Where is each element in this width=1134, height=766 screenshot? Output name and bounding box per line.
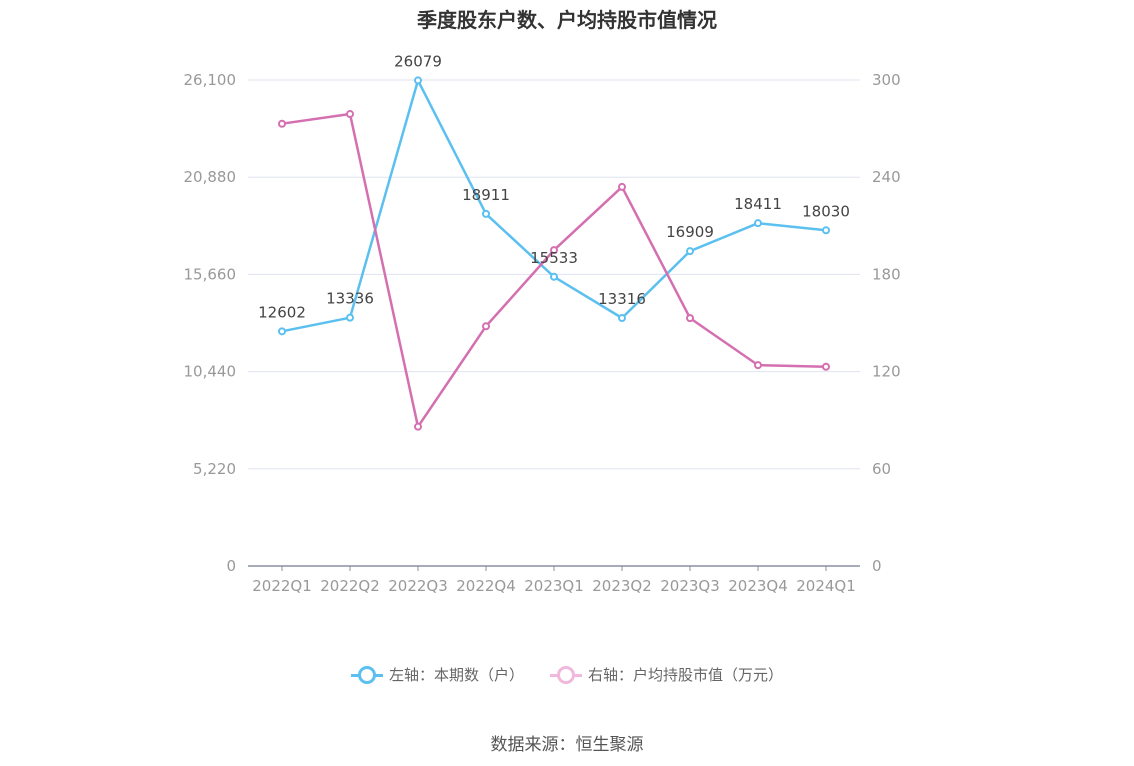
legend: 左轴：本期数（户） 右轴：户均持股市值（万元）: [0, 664, 1134, 685]
data-point-left: [482, 209, 490, 218]
series-points: [278, 76, 830, 431]
data-point-right: [754, 361, 762, 370]
x-axis-ticks: 2022Q1 2022Q2 2022Q3 2022Q4 2023Q1 2023Q2 2023…: [252, 566, 856, 595]
data-point-right: [414, 422, 422, 431]
data-point-left: [550, 272, 558, 281]
data-label: 13336: [326, 290, 374, 308]
data-point-right: [278, 119, 286, 128]
data-label: 12602: [258, 303, 306, 321]
data-label: 15533: [530, 249, 578, 267]
legend-label-right: 右轴：户均持股市值（万元）: [588, 666, 784, 684]
data-label: 18911: [462, 186, 510, 204]
left-tick-label: 20,880: [184, 168, 237, 186]
right-tick-label: 180: [872, 265, 901, 283]
right-tick-label: 0: [872, 557, 882, 575]
legend-label-left: 左轴：本期数（户）: [388, 666, 524, 684]
data-label: 26079: [394, 52, 442, 70]
data-labels: 12602 13336 26079 18911 15533 13316 16909 18411…: [258, 52, 850, 321]
legend-swatch-right: [550, 665, 582, 685]
left-axis-ticks: 0 5,220 10,440 15,660 20,880 26,100: [184, 71, 237, 575]
x-tick-label: 2023Q3: [660, 577, 720, 595]
right-tick-label: 120: [872, 363, 901, 381]
legend-item-left[interactable]: 左轴：本期数（户）: [350, 664, 524, 685]
grid-lines: [248, 79, 860, 567]
x-tick-label: 2022Q2: [320, 577, 380, 595]
x-tick-label: 2022Q1: [252, 577, 312, 595]
left-tick-label: 26,100: [184, 71, 237, 89]
chart-title: 季度股东户数、户均持股市值情况: [417, 8, 717, 32]
data-point-right: [346, 110, 354, 119]
x-tick-label: 2024Q1: [796, 577, 856, 595]
data-point-right: [618, 182, 626, 191]
right-tick-label: 300: [872, 71, 901, 89]
x-tick-label: 2022Q3: [388, 577, 448, 595]
legend-swatch-left: [350, 665, 383, 685]
data-point-left: [686, 247, 694, 256]
source-note: 数据来源：恒生聚源: [490, 735, 644, 755]
data-point-left: [822, 226, 830, 235]
data-point-right: [686, 314, 694, 323]
right-tick-label: 240: [872, 168, 901, 186]
data-point-left: [278, 327, 286, 336]
data-point-left: [754, 219, 762, 228]
data-label: 13316: [598, 290, 646, 308]
left-tick-label: 15,660: [184, 265, 237, 283]
x-tick-label: 2022Q4: [456, 577, 516, 595]
right-axis-ticks: 0 60 120 180 240 300: [872, 71, 901, 575]
right-tick-label: 60: [872, 460, 891, 478]
data-point-right: [482, 322, 490, 331]
left-tick-label: 5,220: [193, 460, 236, 478]
left-tick-label: 10,440: [184, 363, 237, 381]
data-label: 18030: [802, 202, 850, 220]
x-tick-label: 2023Q4: [728, 577, 788, 595]
data-point-left: [414, 76, 422, 85]
x-tick-label: 2023Q2: [592, 577, 652, 595]
left-tick-label: 0: [226, 557, 236, 575]
legend-item-right[interactable]: 右轴：户均持股市值（万元）: [550, 664, 783, 685]
data-point-left: [618, 314, 626, 323]
data-point-left: [346, 313, 354, 322]
data-point-right: [550, 246, 558, 255]
data-label: 16909: [666, 223, 714, 241]
data-label: 18411: [734, 195, 782, 213]
x-tick-label: 2023Q1: [524, 577, 584, 595]
data-point-right: [822, 362, 830, 371]
